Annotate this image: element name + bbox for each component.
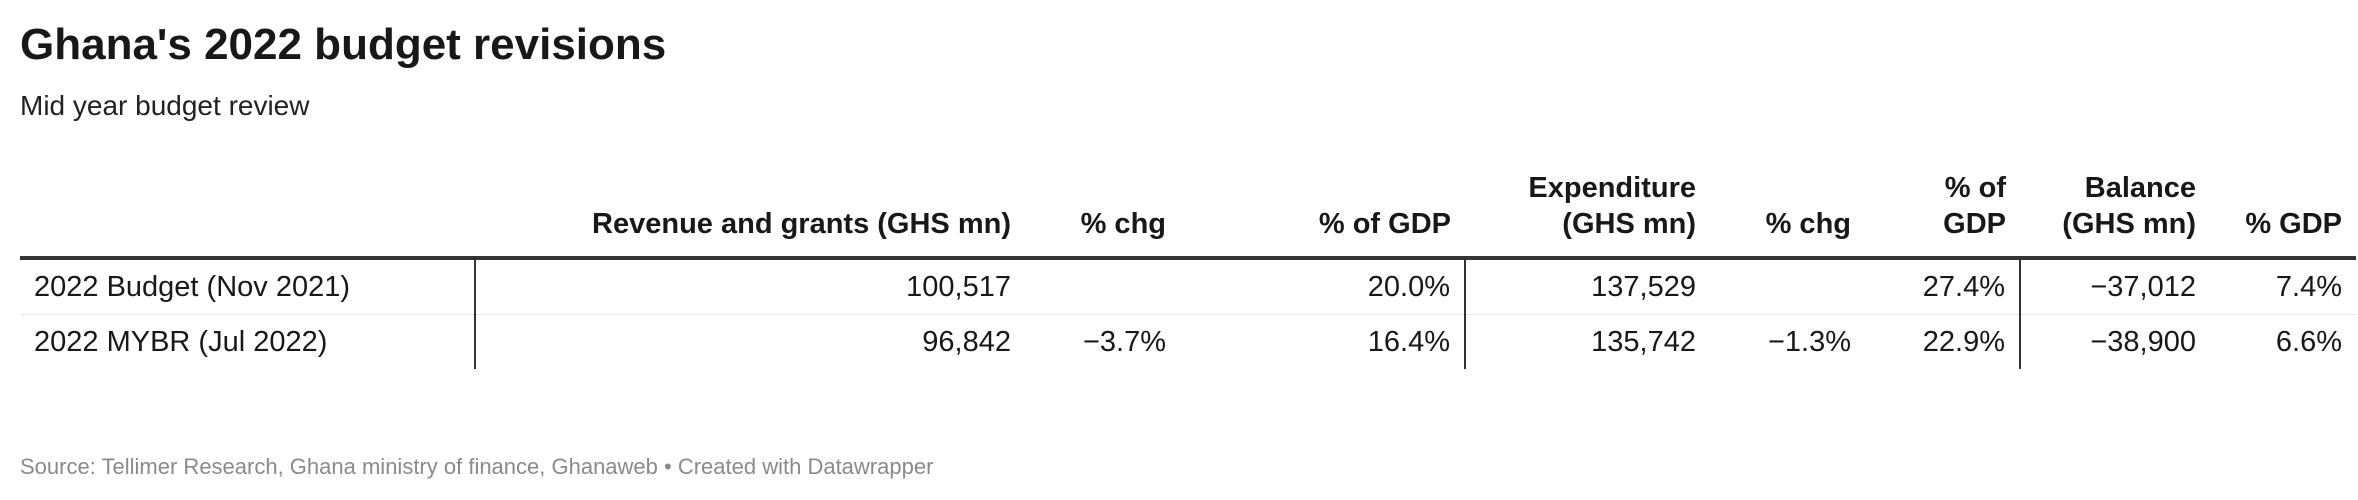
table-cell: 7.4%	[2210, 258, 2356, 315]
column-header-expenditure: Expenditure (GHS mn)	[1465, 170, 1710, 260]
chart-subtitle: Mid year budget review	[20, 90, 310, 121]
table-cell: −1.3%	[1767, 326, 1851, 358]
table-cell: 137,529	[1464, 258, 1710, 315]
column-header-revenue: Revenue and grants (GHS mn)	[475, 170, 1025, 260]
table-cell: 22.9%	[1922, 326, 2005, 358]
table-row: 2022 MYBR (Jul 2022) 96,842 −3.7% 16.4% …	[20, 314, 2356, 369]
table-cell: −3.7%	[1082, 326, 1166, 358]
table-cell: −38,900	[2019, 314, 2210, 369]
table-cell: 100,517	[474, 258, 1025, 315]
row-label: 2022 MYBR (Jul 2022)	[34, 326, 328, 358]
column-header-balance: Balance (GHS mn)	[2020, 170, 2210, 260]
table-cell: 16.4%	[1367, 326, 1450, 358]
table-cell: 135,742	[1464, 314, 1710, 369]
data-table: Revenue and grants (GHS mn) % chg % of G…	[20, 170, 2356, 369]
column-header-expenditure-gdp: % of GDP	[1865, 170, 2020, 260]
header-row: Revenue and grants (GHS mn) % chg % of G…	[20, 170, 2356, 260]
column-header-expenditure-chg: % chg	[1710, 170, 1865, 260]
column-header	[20, 170, 475, 260]
table-cell	[1710, 258, 1865, 315]
column-header-balance-gdp: % GDP	[2210, 170, 2356, 260]
chart-title: Ghana's 2022 budget revisions	[20, 20, 667, 69]
table-cell: 20.0%	[1180, 258, 1465, 315]
table-cell	[1025, 258, 1180, 315]
table-cell: 96,842	[474, 314, 1025, 369]
table-row: 2022 Budget (Nov 2021) 100,517 20.0% 137…	[20, 258, 2356, 315]
column-header-revenue-chg: % chg	[1025, 170, 1180, 260]
row-label: 2022 Budget (Nov 2021)	[20, 258, 475, 315]
source-note: Source: Tellimer Research, Ghana ministr…	[20, 454, 934, 479]
table-cell: −37,012	[2019, 258, 2210, 315]
table-cell: 27.4%	[1865, 258, 2020, 315]
table-cell: 6.6%	[2275, 326, 2342, 358]
column-header-revenue-gdp: % of GDP	[1180, 170, 1465, 260]
